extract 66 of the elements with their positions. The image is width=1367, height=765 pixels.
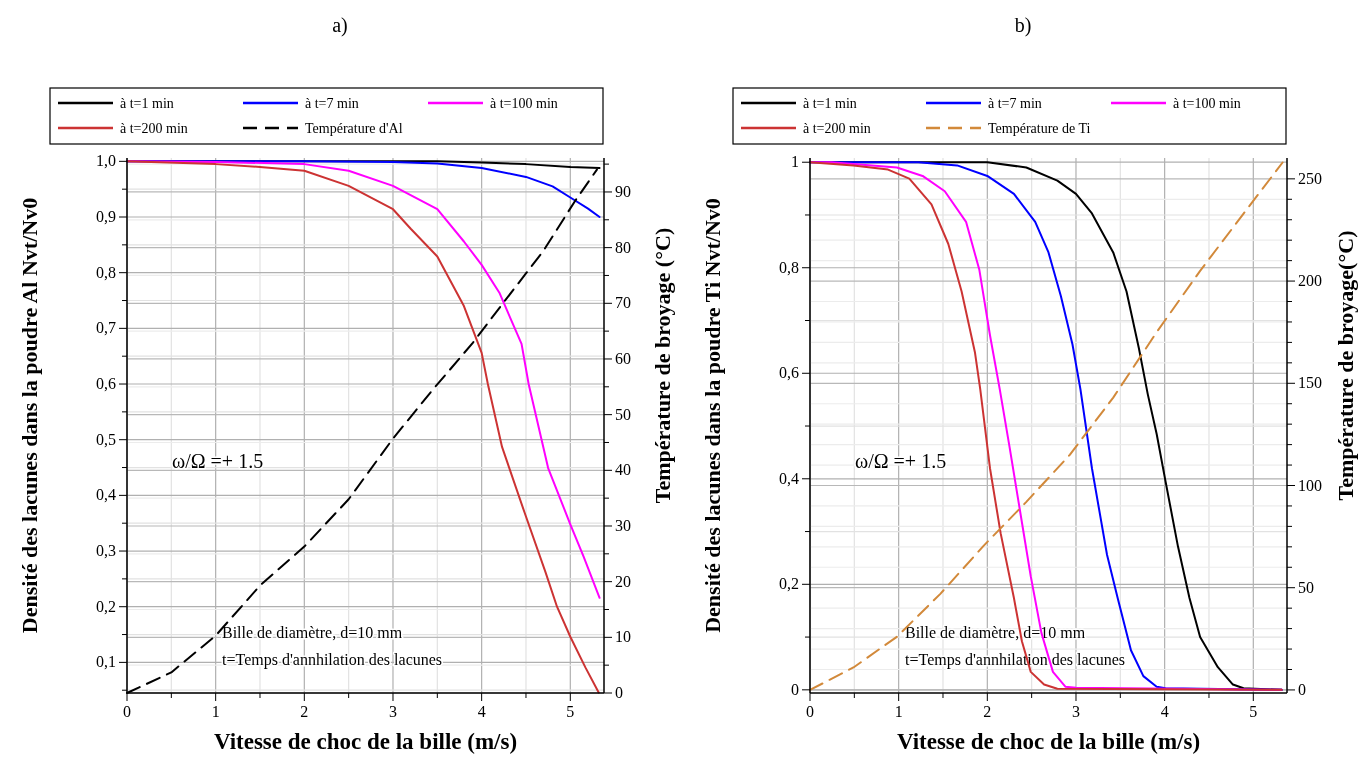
y-tick-label: 0,9 [96, 208, 116, 226]
x-tick-label: 3 [388, 703, 397, 720]
y-tick-label: 1 [791, 153, 799, 171]
y2-tick-label: 60 [615, 349, 631, 367]
y-tick-label: 0,7 [96, 319, 116, 337]
y2-tick-label: 150 [1298, 374, 1322, 392]
y2-tick-label: 80 [615, 238, 631, 256]
annotation: t=Temps d'annhilation des lacunes [222, 651, 443, 669]
legend-label: à t=100 min [490, 96, 558, 111]
y-tick-label: 0,8 [96, 263, 116, 281]
y-axis-title: Densité des lacunes dans la poudre Ti Nvt/Nv0 [700, 198, 725, 633]
legend-label: Température d'Al [305, 121, 403, 136]
x-tick-label: 3 [1071, 703, 1080, 720]
y-tick-label: 0,6 [779, 364, 799, 382]
chart-title: b) [1014, 14, 1032, 37]
y-tick-label: 0,5 [96, 430, 116, 448]
annotation: Bille de diamètre, d=10 mm [222, 624, 403, 641]
x-tick-label: 4 [1160, 703, 1169, 720]
y2-tick-label: 100 [1298, 476, 1322, 494]
x-tick-label: 4 [477, 703, 486, 720]
x-axis-title: Vitesse de choc de la bille (m/s) [896, 729, 1201, 754]
y-tick-label: 0 [791, 680, 799, 698]
y2-tick-label: 250 [1298, 169, 1322, 187]
legend-label: Température de Ti [988, 121, 1091, 136]
y2-tick-label: 0 [615, 684, 623, 701]
y2-axis-title: Température de broyage(°C) [1333, 230, 1358, 501]
x-tick-label: 1 [894, 703, 903, 720]
y2-tick-label: 70 [615, 294, 631, 312]
y-axis-title: Densité des lacunes dans la poudre Al Nvt/Nv0 [17, 197, 42, 634]
y-tick-label: 1,0 [96, 152, 116, 170]
x-axis-title: Vitesse de choc de la bille (m/s) [213, 729, 518, 754]
chart-title: a) [332, 14, 348, 37]
y-tick-label: 0,4 [779, 469, 799, 487]
y2-tick-label: 10 [615, 628, 631, 646]
y2-axis-title: Température de broyage (°C) [650, 227, 675, 504]
y2-tick-label: 40 [615, 461, 631, 479]
x-tick-label: 0 [806, 703, 814, 720]
x-tick-label: 5 [566, 703, 575, 720]
annotation: ω/Ω =+ 1.5 [855, 450, 947, 472]
y-tick-label: 0,2 [779, 575, 799, 593]
x-tick-label: 2 [300, 703, 309, 720]
x-tick-label: 5 [1249, 703, 1258, 720]
x-tick-label: 2 [983, 703, 992, 720]
legend-label: à t=7 min [305, 96, 359, 111]
legend-label: à t=7 min [988, 96, 1042, 111]
y-tick-label: 0,8 [779, 258, 799, 276]
y-tick-label: 0,1 [96, 653, 116, 671]
legend-label: à t=200 min [803, 121, 871, 136]
y2-tick-label: 0 [1298, 680, 1306, 698]
y2-tick-label: 20 [615, 572, 631, 590]
annotation: ω/Ω =+ 1.5 [172, 450, 264, 472]
y-tick-label: 0,3 [96, 542, 116, 560]
y2-tick-label: 30 [615, 516, 631, 534]
y-tick-label: 0,6 [96, 375, 116, 393]
legend-label: à t=1 min [120, 96, 174, 111]
legend-label: à t=100 min [1173, 96, 1241, 111]
legend-label: à t=1 min [803, 96, 857, 111]
y2-tick-label: 50 [615, 405, 631, 423]
y-tick-label: 0,4 [96, 486, 116, 504]
y2-tick-label: 200 [1298, 272, 1322, 290]
legend-label: à t=200 min [120, 121, 188, 136]
y-tick-label: 0,2 [96, 597, 116, 615]
x-tick-label: 1 [211, 703, 220, 720]
y2-tick-label: 90 [615, 182, 631, 200]
x-tick-label: 0 [123, 703, 131, 720]
y2-tick-label: 50 [1298, 578, 1314, 596]
